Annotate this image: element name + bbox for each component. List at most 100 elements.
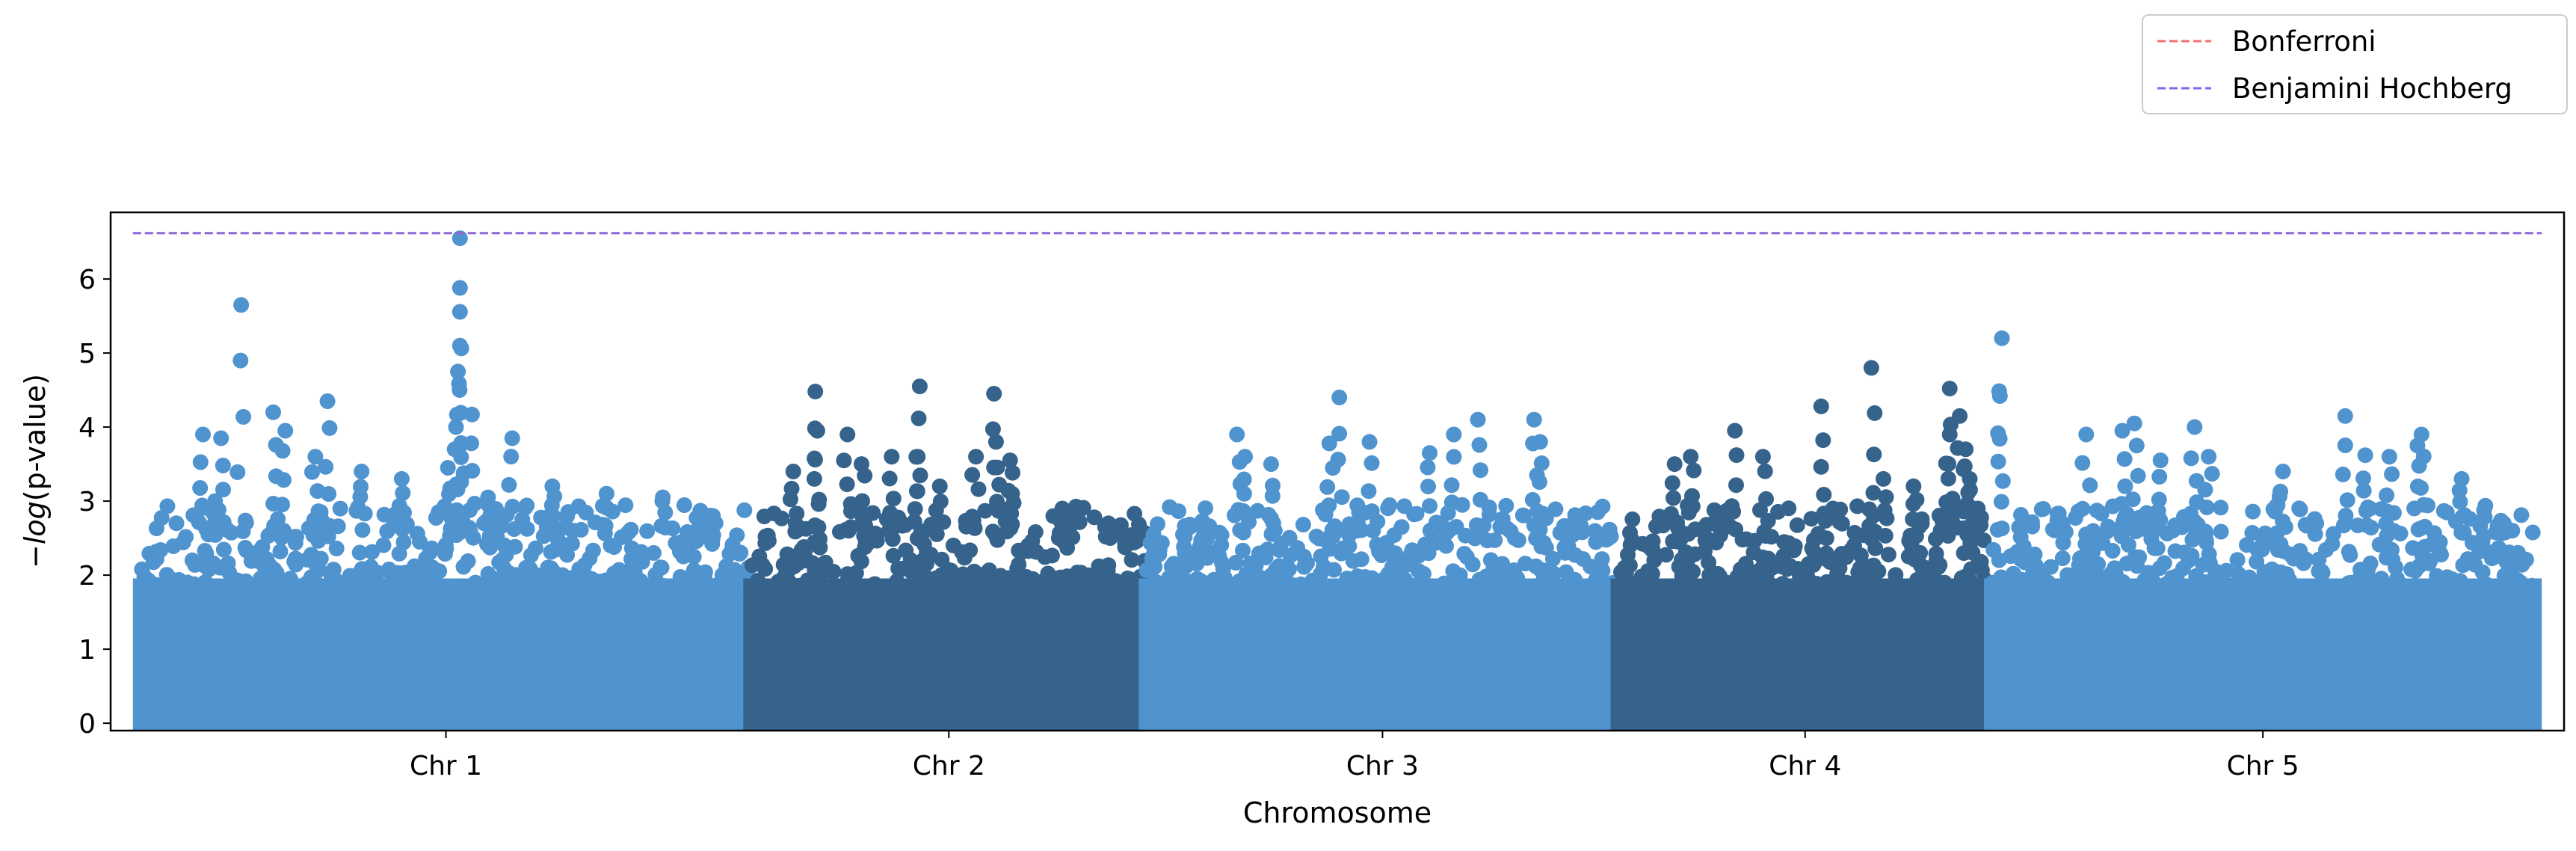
snp-point bbox=[262, 526, 278, 542]
snp-point bbox=[2439, 569, 2456, 586]
snp-point bbox=[1909, 571, 1926, 588]
snp-point bbox=[634, 553, 650, 570]
snp-point bbox=[977, 503, 993, 519]
snp-point bbox=[1878, 489, 1894, 506]
snp-point bbox=[1789, 517, 1805, 533]
snp-peak-point bbox=[307, 449, 324, 465]
snp-point bbox=[364, 544, 380, 560]
snp-point bbox=[2379, 487, 2395, 503]
snp-point bbox=[1621, 557, 1638, 574]
snp-point bbox=[2384, 466, 2400, 482]
snp-point bbox=[519, 520, 535, 537]
snp-point bbox=[1663, 506, 1679, 522]
snp-peak-point bbox=[1570, 515, 1586, 532]
snp-point bbox=[1373, 547, 1390, 563]
snp-point bbox=[1880, 547, 1896, 563]
snp-point bbox=[2042, 559, 2059, 575]
snp-point bbox=[1697, 532, 1713, 549]
snp-peak-point bbox=[785, 464, 801, 479]
snp-point bbox=[810, 496, 827, 512]
snp-point bbox=[2151, 491, 2167, 508]
snp-point bbox=[825, 564, 842, 580]
snp-point bbox=[1326, 562, 1342, 578]
snp-point bbox=[1265, 477, 1281, 494]
snp-point bbox=[657, 520, 674, 535]
snp-point bbox=[354, 522, 371, 538]
snp-point bbox=[1993, 494, 2009, 510]
snp-point bbox=[2524, 524, 2541, 541]
snp-point bbox=[2183, 450, 2199, 467]
snp-point bbox=[1191, 580, 1207, 597]
snp-point bbox=[2314, 565, 2331, 581]
snp-point bbox=[914, 569, 931, 586]
snp-point bbox=[1994, 473, 2011, 489]
snp-point bbox=[578, 504, 594, 520]
y-axis: 0 1 2 3 4 5 6 bbox=[78, 265, 111, 740]
snp-point bbox=[1353, 522, 1369, 538]
snp-point bbox=[2421, 555, 2437, 571]
snp-point bbox=[2405, 540, 2421, 556]
chromosome-series-5 bbox=[1984, 330, 2542, 731]
snp-point bbox=[1198, 500, 1213, 517]
snp-point bbox=[2204, 466, 2220, 482]
snp-point bbox=[2015, 516, 2032, 532]
legend: Bonferroni Benjamini Hochberg bbox=[2142, 14, 2568, 114]
snp-peak-point bbox=[655, 489, 671, 506]
snp-point bbox=[1912, 557, 1929, 573]
snp-point bbox=[853, 553, 869, 570]
snp-point bbox=[945, 537, 961, 553]
snp-peak-point bbox=[2357, 447, 2373, 464]
snp-point bbox=[1861, 517, 1878, 534]
snp-point bbox=[757, 561, 774, 577]
snp-peak-point bbox=[1331, 390, 1348, 405]
snp-point bbox=[2384, 541, 2400, 558]
snp-point bbox=[2230, 565, 2246, 582]
snp-point bbox=[2514, 556, 2530, 573]
snp-point bbox=[1100, 562, 1116, 579]
snp-point bbox=[321, 420, 338, 436]
snp-point bbox=[2254, 541, 2270, 558]
snp-point bbox=[1963, 561, 1979, 577]
snp-point bbox=[452, 304, 468, 320]
snp-point bbox=[783, 480, 800, 497]
snp-point bbox=[1704, 515, 1721, 532]
chromosome-series-2 bbox=[743, 378, 1155, 731]
snp-point bbox=[2452, 573, 2468, 589]
snp-point bbox=[1345, 553, 1361, 569]
snp-point bbox=[276, 472, 292, 488]
snp-point bbox=[483, 526, 499, 542]
snp-point bbox=[1888, 567, 1904, 583]
snp-point bbox=[452, 382, 468, 398]
snp-peak-point bbox=[448, 419, 464, 435]
snp-point bbox=[2139, 580, 2156, 596]
snp-peak-point bbox=[463, 406, 480, 423]
snp-peak-point bbox=[1422, 445, 1438, 461]
snp-point bbox=[1866, 446, 1882, 463]
snp-peak-point bbox=[233, 297, 250, 313]
snp-point bbox=[2296, 555, 2312, 571]
snp-point bbox=[910, 411, 927, 426]
snp-point bbox=[1365, 523, 1381, 539]
snp-point bbox=[1494, 511, 1511, 527]
snp-point bbox=[2512, 580, 2528, 597]
snp-point bbox=[1283, 576, 1299, 592]
snp-point bbox=[523, 547, 539, 563]
snp-peak-point bbox=[393, 470, 410, 487]
snp-point bbox=[1990, 425, 2006, 441]
snp-point bbox=[162, 571, 179, 587]
snp-point bbox=[676, 497, 692, 513]
snp-point bbox=[535, 574, 552, 591]
snp-point bbox=[2256, 564, 2273, 580]
snp-point bbox=[765, 506, 782, 522]
snp-point bbox=[990, 498, 1007, 514]
snp-point bbox=[2117, 478, 2133, 494]
snp-peak-point bbox=[1532, 434, 1548, 450]
snp-point bbox=[215, 541, 232, 558]
snp-point bbox=[2454, 509, 2471, 525]
snp-peak-point bbox=[2275, 464, 2291, 479]
snp-point bbox=[1816, 487, 1832, 503]
snp-point bbox=[501, 476, 517, 493]
snp-point bbox=[371, 579, 387, 595]
snp-point bbox=[299, 551, 315, 568]
snp-point bbox=[1171, 503, 1186, 520]
